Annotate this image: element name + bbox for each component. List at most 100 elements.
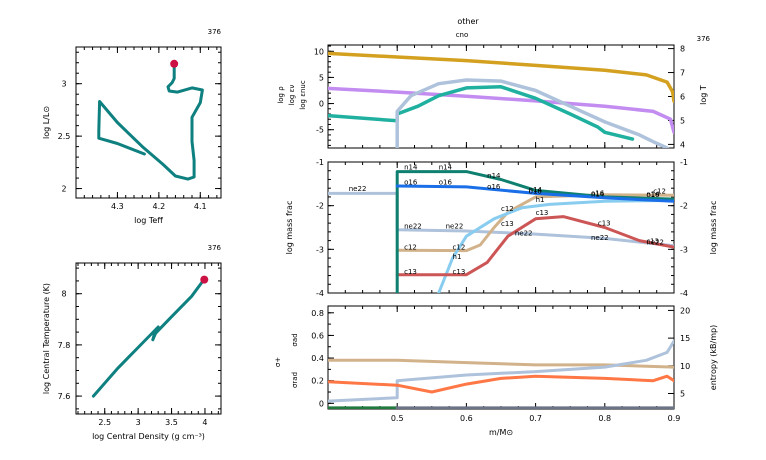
left-axis-label: log εnuc <box>299 80 307 110</box>
x-tick-label: 0.5 <box>391 414 404 423</box>
profile-mid-major-ticks <box>328 161 675 294</box>
y2-tick-label: 10 <box>680 362 690 371</box>
panel-title: other <box>457 17 479 26</box>
y-tick-label: -3 <box>316 245 324 254</box>
y-tick-label: 2 <box>61 185 66 194</box>
y-tick-label: 2.5 <box>58 132 71 141</box>
series-o16 <box>395 184 674 203</box>
y2-tick-label: -2 <box>680 202 688 211</box>
y-tick-label: 10 <box>314 47 324 56</box>
isotope-label: ne22 <box>446 222 464 230</box>
y2-tick-label: 4 <box>680 140 685 149</box>
isotope-label: n14 <box>591 190 605 198</box>
hr-frame <box>75 46 222 199</box>
profile-bot-ticks <box>327 306 675 409</box>
x-axis-label: m/M⊙ <box>489 428 513 437</box>
y-tick-label: 0.2 <box>311 377 324 386</box>
y2-tick-label: 6 <box>680 93 685 102</box>
center-major-ticks <box>76 263 221 414</box>
hr-current-marker <box>170 59 179 68</box>
x-tick-label: 0.8 <box>598 414 611 423</box>
model-number: 376 <box>208 244 222 252</box>
y-tick-label: 3 <box>61 80 66 89</box>
isotope-label: c12 <box>453 243 466 251</box>
left-axis-label: σ+ <box>274 357 282 367</box>
y2-tick-label: -1 <box>680 158 688 167</box>
series-c13 <box>395 215 674 277</box>
y-tick-label: 7.6 <box>58 392 71 401</box>
center-current-marker <box>200 275 209 284</box>
y2-tick-label: 15 <box>680 334 690 343</box>
isotope-label: n14 <box>439 163 453 171</box>
x-axis-label: log Teff <box>134 216 163 225</box>
isotope-label: ne22 <box>404 222 422 230</box>
x-axis-label: log Central Density (g cm⁻³) <box>92 432 205 441</box>
y2-tick-label: 5 <box>680 116 685 125</box>
x-tick-label: 3 <box>136 418 141 427</box>
y-tick-label: -1 <box>316 158 324 167</box>
series-h1 <box>437 198 674 293</box>
isotope-label: h1 <box>536 196 545 204</box>
isotope-label: n14 <box>404 163 418 171</box>
y-tick-label: -5 <box>316 126 324 135</box>
isotope-label: ne22 <box>646 238 664 246</box>
profile-bot-major-ticks <box>328 306 675 409</box>
x-tick-label: 4.1 <box>194 202 207 211</box>
y-tick-label: 8 <box>61 290 66 299</box>
isotope-label: c13 <box>646 238 659 246</box>
y2-tick-label: 5 <box>680 389 685 398</box>
x-tick-label: 2.5 <box>98 418 111 427</box>
y-tick-label: -4 <box>316 289 324 298</box>
isotope-label: c13 <box>404 268 417 276</box>
series-entropy <box>328 339 674 403</box>
isotope-label: o16 <box>487 183 501 191</box>
isotope-label: o16 <box>529 187 543 195</box>
profile-top-series <box>328 51 674 148</box>
left-axis-label: σad <box>291 333 299 346</box>
isotope-label: c12 <box>404 243 417 251</box>
isotope-label: c12 <box>653 187 666 195</box>
y-tick-label: 0.8 <box>311 309 324 318</box>
x-tick-label: 0.7 <box>529 414 542 423</box>
y-tick-label: 0.6 <box>311 331 324 340</box>
isotope-label: ne22 <box>591 234 609 242</box>
y2-tick-label: 8 <box>680 45 685 54</box>
y2-tick-label: 7 <box>680 69 685 78</box>
isotope-label: o16 <box>439 179 453 187</box>
isotope-label: n14 <box>487 172 501 180</box>
profile-mid-series <box>328 170 674 293</box>
x-tick-label: 4.3 <box>111 202 124 211</box>
isotope-label: c13 <box>536 209 549 217</box>
panel-subtitle: cno <box>456 31 469 39</box>
y2-axis-label: log mass frac <box>709 201 718 255</box>
x-tick-label: 0.6 <box>460 414 473 423</box>
isotope-label: ne22 <box>349 185 367 193</box>
hr-track <box>97 63 204 181</box>
x-tick-label: 4.2 <box>152 202 165 211</box>
isotope-label: o16 <box>646 191 660 199</box>
profile-bot-series <box>328 339 674 409</box>
y-tick-label: 0 <box>319 100 324 109</box>
y-tick-label: 0 <box>319 399 324 408</box>
y-tick-label: -2 <box>316 202 324 211</box>
y2-tick-label: 20 <box>680 306 690 315</box>
x-tick-label: 4 <box>202 418 207 427</box>
profile-top-ticks <box>327 45 675 148</box>
y2-axis-label: entropy (kB/mp) <box>709 325 718 390</box>
model-number: 376 <box>208 28 222 36</box>
profile-bot-frame <box>327 305 675 410</box>
profile-top-frame <box>327 44 675 149</box>
left-axis-label: σrad <box>291 372 299 388</box>
isotope-label: c13 <box>501 220 514 228</box>
center-frame <box>75 262 222 415</box>
isotope-label: o16 <box>591 190 605 198</box>
model-number: 376 <box>697 35 711 43</box>
series-sigma_rad <box>328 374 674 394</box>
series-log-T <box>328 51 674 104</box>
left-axis-label: log ρ <box>277 86 285 104</box>
isotope-label: h1 <box>453 253 462 261</box>
isotope-label: ne22 <box>515 230 533 238</box>
isotope-label: o16 <box>404 179 418 187</box>
y-axis-label: log L/L⊙ <box>42 106 51 139</box>
series-log-rho <box>328 86 674 135</box>
